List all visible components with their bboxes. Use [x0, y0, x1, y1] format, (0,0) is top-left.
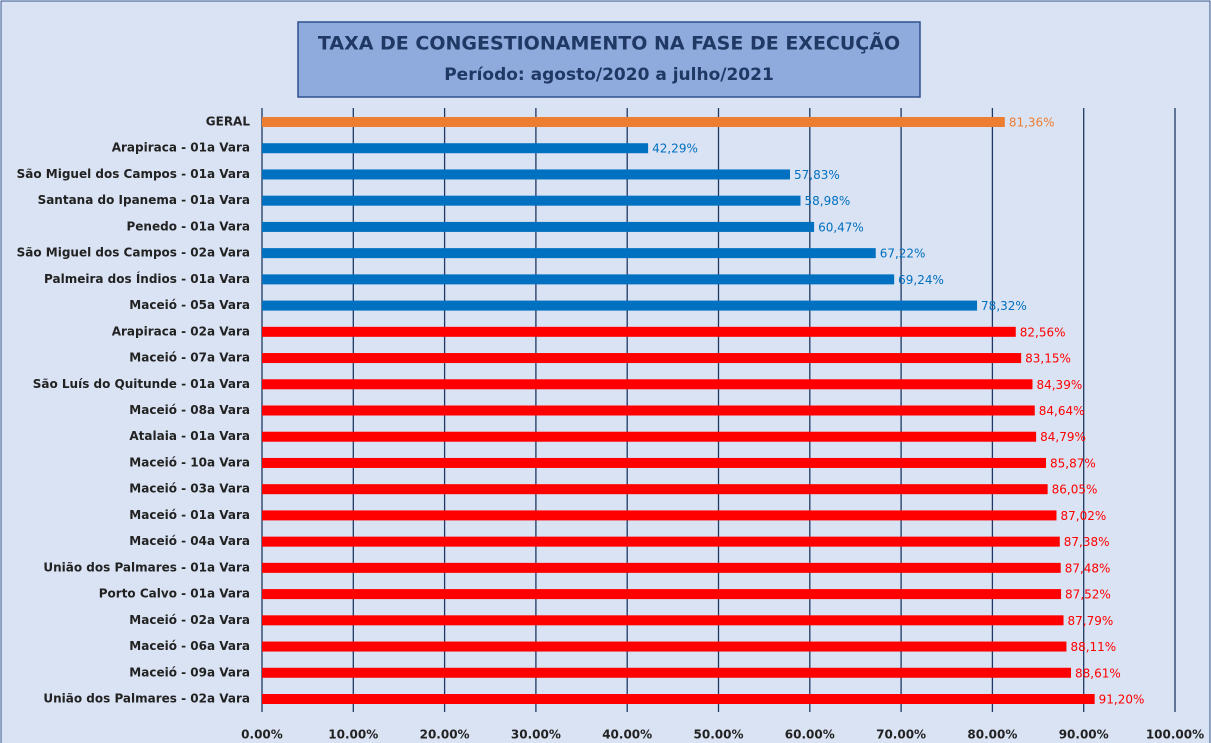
- bar: [262, 536, 1060, 547]
- value-label: 87,02%: [1060, 509, 1106, 523]
- value-label: 84,79%: [1040, 430, 1086, 444]
- bar: [262, 274, 895, 285]
- bar: [262, 195, 801, 206]
- bar: [262, 431, 1037, 442]
- bar: [262, 143, 649, 154]
- value-label: 86,05%: [1052, 483, 1098, 497]
- category-label: Maceió - 09a Vara: [129, 665, 250, 679]
- value-label: 91,20%: [1099, 693, 1145, 707]
- category-label: São Miguel dos Campos - 01a Vara: [17, 167, 250, 181]
- x-tick-label: 70.00%: [876, 728, 926, 742]
- bar: [262, 510, 1057, 521]
- value-label: 84,39%: [1036, 378, 1082, 392]
- category-label: São Miguel dos Campos - 02a Vara: [17, 246, 250, 260]
- x-tick-label: 30.00%: [511, 728, 561, 742]
- category-label: Maceió - 06a Vara: [129, 639, 250, 653]
- category-label: Maceió - 05a Vara: [129, 298, 250, 312]
- value-label: 42,29%: [652, 142, 698, 156]
- value-label: 87,48%: [1065, 561, 1111, 575]
- x-tick-label: 80.00%: [967, 728, 1017, 742]
- bar: [262, 405, 1035, 416]
- value-label: 58,98%: [804, 194, 850, 208]
- bar: [262, 562, 1061, 573]
- category-label: Maceió - 04a Vara: [129, 534, 250, 548]
- category-label: São Luís do Quitunde - 01a Vara: [33, 377, 250, 391]
- value-label: 84,64%: [1039, 404, 1085, 418]
- x-tick-label: 10.00%: [328, 728, 378, 742]
- bar: [262, 589, 1062, 600]
- x-tick-label: 50.00%: [694, 728, 744, 742]
- value-label: 69,24%: [898, 273, 944, 287]
- value-label: 87,38%: [1064, 535, 1110, 549]
- bar: [262, 300, 978, 311]
- category-label: Palmeira dos Índios - 01a Vara: [44, 271, 250, 286]
- x-tick-label: 60.00%: [785, 728, 835, 742]
- value-label: 87,79%: [1068, 614, 1114, 628]
- value-label: 87,52%: [1065, 588, 1111, 602]
- value-label: 82,56%: [1020, 325, 1066, 339]
- x-tick-label: 0.00%: [241, 728, 283, 742]
- bar: [262, 326, 1016, 337]
- value-label: 60,47%: [818, 220, 864, 234]
- bar: [262, 694, 1095, 704]
- bar: [262, 484, 1048, 495]
- category-label: Maceió - 10a Vara: [129, 455, 250, 469]
- category-label: Maceió - 07a Vara: [129, 351, 250, 365]
- value-label: 83,15%: [1025, 352, 1071, 366]
- category-label: Maceió - 08a Vara: [129, 403, 250, 417]
- category-label: Porto Calvo - 01a Vara: [99, 587, 250, 601]
- bar: [262, 615, 1064, 626]
- title-box: [297, 21, 921, 98]
- value-label: 85,87%: [1050, 456, 1096, 470]
- category-label: Santana do Ipanema - 01a Vara: [38, 193, 250, 207]
- chart-subtitle: Período: agosto/2020 a julho/2021: [444, 65, 774, 85]
- x-tick-label: 20.00%: [420, 728, 470, 742]
- bar: [262, 667, 1072, 678]
- bar: [262, 117, 1005, 127]
- value-label: 67,22%: [880, 247, 926, 261]
- category-label: Maceió - 03a Vara: [129, 482, 250, 496]
- bar: [262, 353, 1022, 364]
- bar: [262, 221, 815, 232]
- value-label: 81,36%: [1009, 116, 1055, 130]
- bar: [262, 248, 876, 259]
- value-label: 57,83%: [794, 168, 840, 182]
- bar: [262, 457, 1046, 468]
- value-label: 88,11%: [1070, 640, 1116, 654]
- category-label: União dos Palmares - 01a Vara: [43, 560, 250, 574]
- category-label: União dos Palmares - 02a Vara: [43, 692, 250, 706]
- category-label: Atalaia - 01a Vara: [129, 429, 250, 443]
- category-label: Maceió - 02a Vara: [129, 613, 250, 627]
- category-label: Arapiraca - 02a Vara: [112, 324, 250, 338]
- x-tick-label: 90.00%: [1059, 728, 1109, 742]
- bar: [262, 379, 1033, 390]
- x-tick-label: 100.00%: [1146, 728, 1204, 742]
- value-label: 88,61%: [1075, 666, 1121, 680]
- category-label: Arapiraca - 01a Vara: [112, 141, 250, 155]
- category-label: Penedo - 01a Vara: [126, 219, 250, 233]
- category-label: GERAL: [206, 115, 251, 129]
- category-label: Maceió - 01a Vara: [129, 508, 250, 522]
- bar: [262, 641, 1067, 652]
- bar: [262, 169, 790, 180]
- x-tick-label: 40.00%: [602, 728, 652, 742]
- value-label: 78,32%: [981, 299, 1027, 313]
- chart-title: TAXA DE CONGESTIONAMENTO NA FASE DE EXEC…: [318, 31, 900, 55]
